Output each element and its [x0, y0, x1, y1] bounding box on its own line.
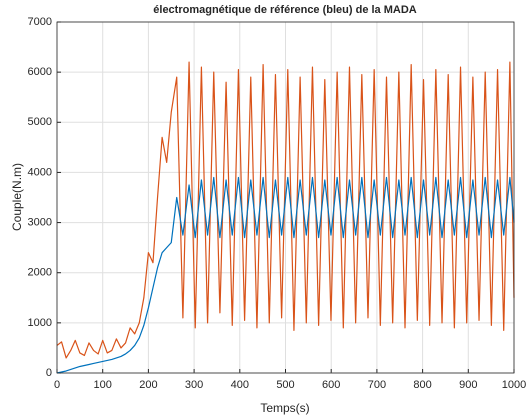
- y-axis-label: Couple(N.m): [10, 163, 24, 231]
- x-tick-label: 300: [185, 379, 203, 391]
- x-tick-label: 600: [322, 379, 340, 391]
- x-tick-label: 200: [139, 379, 157, 391]
- x-tick-label: 1000: [502, 379, 526, 391]
- x-tick-label: 0: [54, 379, 60, 391]
- data-line: [56, 61, 515, 359]
- y-tick-label: 5000: [28, 116, 52, 128]
- y-tick-label: 3000: [28, 216, 52, 228]
- y-tick-label: 6000: [28, 66, 52, 78]
- chart-title: électromagnétique de référence (bleu) de…: [153, 4, 417, 16]
- x-tick-label: 700: [368, 379, 386, 391]
- y-tick-label: 0: [46, 367, 52, 379]
- y-tick-label: 4000: [28, 166, 52, 178]
- data-line: [56, 176, 515, 374]
- x-tick-label: 500: [276, 379, 294, 391]
- plot-frame: [56, 21, 515, 374]
- y-tick-label: 7000: [28, 16, 52, 28]
- x-axis-label: Temps(s): [260, 401, 309, 415]
- y-tick-label: 1000: [28, 317, 52, 329]
- x-tick-label: 900: [459, 379, 477, 391]
- y-tick-label: 2000: [28, 267, 52, 279]
- x-tick-label: 400: [231, 379, 249, 391]
- x-tick-label: 100: [94, 379, 112, 391]
- x-tick-label: 800: [413, 379, 431, 391]
